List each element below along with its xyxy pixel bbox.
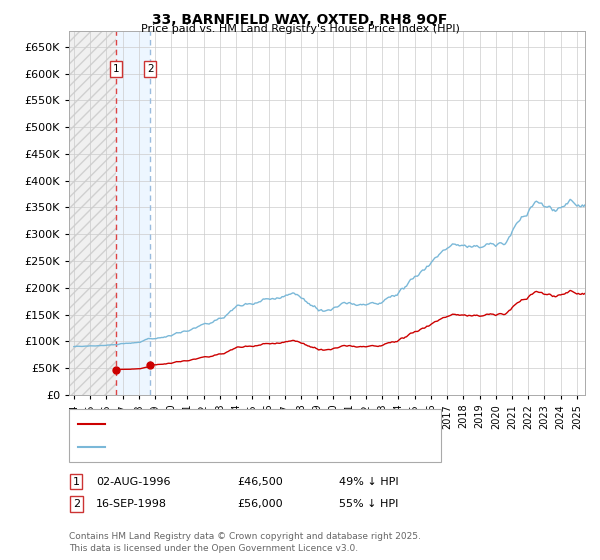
Text: 55% ↓ HPI: 55% ↓ HPI xyxy=(339,499,398,509)
Text: 2: 2 xyxy=(73,499,80,509)
Bar xyxy=(116,31,150,395)
Text: 02-AUG-1996: 02-AUG-1996 xyxy=(96,477,170,487)
Text: 16-SEP-1998: 16-SEP-1998 xyxy=(96,499,167,509)
Text: £46,500: £46,500 xyxy=(237,477,283,487)
Text: 33, BARNFIELD WAY, OXTED, RH8 9QF: 33, BARNFIELD WAY, OXTED, RH8 9QF xyxy=(152,13,448,27)
Text: 49% ↓ HPI: 49% ↓ HPI xyxy=(339,477,398,487)
Bar xyxy=(69,31,116,395)
Text: £56,000: £56,000 xyxy=(237,499,283,509)
Text: Contains HM Land Registry data © Crown copyright and database right 2025.
This d: Contains HM Land Registry data © Crown c… xyxy=(69,533,421,553)
Text: 2: 2 xyxy=(147,64,154,74)
Text: 1: 1 xyxy=(73,477,80,487)
Text: 1: 1 xyxy=(112,64,119,74)
Text: Price paid vs. HM Land Registry's House Price Index (HPI): Price paid vs. HM Land Registry's House … xyxy=(140,24,460,34)
Text: HPI: Average price, semi-detached house, Tandridge: HPI: Average price, semi-detached house,… xyxy=(110,442,383,452)
Text: 33, BARNFIELD WAY, OXTED, RH8 9QF (semi-detached house): 33, BARNFIELD WAY, OXTED, RH8 9QF (semi-… xyxy=(110,419,431,429)
